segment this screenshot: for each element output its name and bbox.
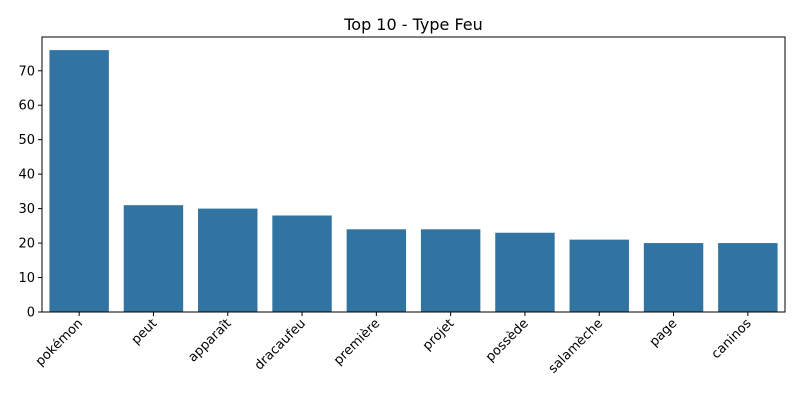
- y-tick-label-3: 30: [18, 202, 35, 217]
- bar-5: [420, 229, 481, 312]
- bar-4: [346, 229, 407, 312]
- y-tick-label-0: 0: [27, 306, 35, 321]
- bar-0: [49, 50, 109, 312]
- x-axis-ticks: pokémon peut apparaît dracaufeu première proj…: [33, 312, 755, 377]
- y-tick-label-6: 60: [18, 99, 35, 114]
- y-axis-ticks: 0 10 20 30 40 50 60 70: [18, 64, 42, 321]
- x-tick-label-9: caninos: [709, 316, 755, 362]
- x-tick-label-5: projet: [420, 316, 457, 353]
- x-tick-label-3: dracaufeu: [252, 316, 309, 373]
- x-tick-label-2: apparaît: [185, 316, 234, 365]
- bar-7: [569, 239, 629, 312]
- bar-6: [495, 232, 555, 312]
- x-tick-label-1: peut: [129, 316, 161, 348]
- bar-1: [123, 205, 184, 312]
- y-tick-label-7: 70: [18, 64, 35, 79]
- bar-9: [718, 243, 778, 312]
- x-tick-label-7: salamèche: [546, 316, 606, 376]
- bars-group: [49, 50, 778, 312]
- x-tick-label-8: page: [647, 316, 681, 350]
- x-tick-label-6: possède: [483, 316, 532, 365]
- bar-8: [643, 243, 704, 312]
- x-tick-label-4: première: [331, 316, 383, 368]
- x-tick-label-0: pokémon: [33, 316, 86, 369]
- y-tick-label-4: 40: [18, 168, 35, 183]
- bar-2: [198, 208, 258, 312]
- plot-frame: [41, 36, 786, 313]
- y-tick-label-5: 50: [18, 133, 35, 148]
- chart-title: Top 10 - Type Feu: [343, 15, 483, 34]
- y-tick-label-2: 20: [18, 237, 35, 252]
- y-tick-label-1: 10: [18, 271, 35, 286]
- bar-3: [272, 215, 332, 312]
